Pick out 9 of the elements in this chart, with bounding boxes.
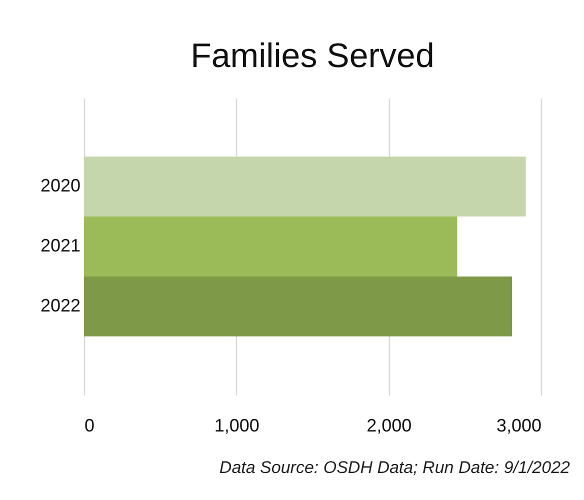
source-note: Data Source: OSDH Data; Run Date: 9/1/2022 <box>219 458 570 478</box>
chart-title: Families Served <box>190 37 434 75</box>
x-tick-label: 2,000 <box>366 416 412 436</box>
y-tick-label: 2020 <box>40 176 80 196</box>
x-tick-label: 1,000 <box>214 416 260 436</box>
y-tick-label: 2021 <box>40 236 80 256</box>
x-tick-label: 0 <box>84 416 95 436</box>
y-tick-label: 2022 <box>40 295 80 316</box>
x-tick-label: 3,000 <box>496 416 542 436</box>
